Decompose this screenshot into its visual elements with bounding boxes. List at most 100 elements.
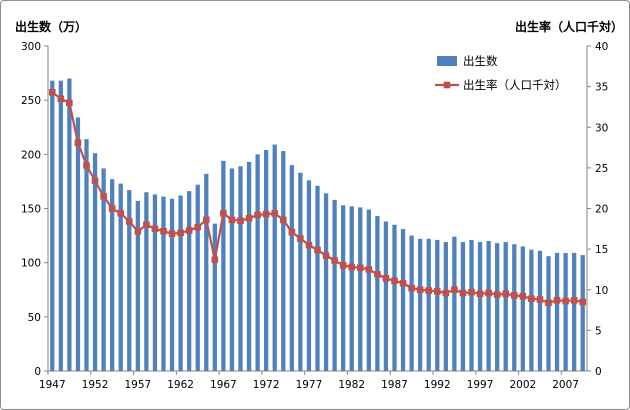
- bar: [212, 223, 217, 371]
- x-tick-label: 1952: [82, 379, 109, 391]
- rate-point: [160, 227, 167, 235]
- bar: [460, 242, 466, 371]
- rate-point: [91, 177, 99, 185]
- bar: [529, 249, 534, 371]
- rate-point: [220, 210, 227, 217]
- bar: [75, 117, 81, 371]
- rate-point: [83, 162, 90, 169]
- rate-point: [391, 277, 398, 285]
- left-tick-label: 50: [28, 312, 41, 324]
- rate-point: [168, 230, 176, 237]
- rate-point: [451, 286, 458, 294]
- right-tick-label: 30: [595, 122, 608, 134]
- rate-point: [459, 289, 467, 297]
- bar: [332, 199, 337, 371]
- x-tick-label: 1972: [253, 379, 280, 391]
- bar: [452, 236, 457, 371]
- rate-point: [374, 271, 381, 278]
- rate-point: [57, 95, 65, 103]
- rate-point: [562, 297, 569, 305]
- rate-point: [433, 288, 441, 295]
- bar: [554, 252, 560, 371]
- rate-point: [177, 229, 184, 237]
- bar: [418, 238, 423, 371]
- bar: [101, 168, 106, 371]
- rate-point: [100, 193, 107, 200]
- bar: [358, 207, 363, 371]
- x-tick-label: 1962: [167, 379, 194, 391]
- bar: [349, 206, 354, 371]
- bar: [580, 255, 585, 371]
- bar: [495, 243, 500, 371]
- rate-point: [125, 218, 133, 225]
- rate-point: [399, 279, 407, 287]
- rate-point: [536, 296, 544, 303]
- rate-point: [510, 292, 518, 299]
- rate-point: [117, 210, 125, 217]
- rate-point: [356, 264, 364, 272]
- rate-point: [528, 295, 535, 302]
- rate-point: [74, 139, 82, 146]
- bar: [281, 151, 286, 371]
- rate-point: [314, 246, 321, 254]
- bar: [341, 205, 346, 371]
- legend-label-rate: 出生率（人口千対）: [463, 78, 567, 92]
- rate-point: [519, 292, 527, 300]
- bar: [392, 224, 397, 371]
- rate-point: [262, 210, 270, 218]
- rate-point: [348, 263, 356, 271]
- bar: [503, 242, 508, 371]
- bar: [255, 154, 260, 371]
- bar: [477, 242, 483, 371]
- rate-point: [579, 298, 587, 306]
- bar: [366, 209, 371, 371]
- bar: [323, 193, 329, 371]
- rate-point: [382, 275, 390, 282]
- x-tick-label: 1982: [338, 379, 365, 391]
- right-axis-title: 出生率（人口千対）: [514, 20, 623, 34]
- bar: [520, 246, 525, 371]
- bar: [469, 239, 474, 371]
- bar: [110, 179, 115, 371]
- right-tick-label: 40: [595, 41, 608, 53]
- rate-point: [151, 225, 159, 233]
- rate-point: [271, 210, 279, 217]
- bar: [264, 150, 269, 371]
- bar: [50, 80, 55, 372]
- rate-point: [442, 289, 450, 297]
- rate-point: [134, 227, 142, 235]
- rate-point: [416, 286, 424, 294]
- left-axis-title: 出生数（万）: [15, 20, 88, 34]
- rate-point: [545, 299, 552, 307]
- bar: [298, 172, 303, 371]
- left-tick-label: 200: [21, 149, 41, 161]
- x-tick-label: 1957: [124, 379, 151, 391]
- bar: [238, 166, 243, 371]
- left-tick-label: 100: [21, 258, 41, 270]
- right-tick-label: 0: [595, 366, 602, 378]
- rate-point: [485, 289, 492, 297]
- bar: [563, 252, 568, 371]
- x-tick-label: 1967: [210, 379, 237, 391]
- x-tick-label: 1992: [424, 379, 451, 391]
- right-tick-label: 35: [595, 82, 608, 94]
- rate-point: [468, 288, 475, 296]
- rate-point: [194, 223, 202, 231]
- right-tick-label: 5: [595, 325, 602, 337]
- rate-point: [185, 227, 193, 234]
- rate-point: [339, 262, 347, 269]
- rate-point: [553, 297, 561, 304]
- rate-point: [322, 252, 330, 259]
- bar: [426, 238, 431, 371]
- rate-point: [570, 297, 578, 304]
- bar: [144, 192, 149, 371]
- bar: [409, 235, 414, 371]
- bar: [135, 200, 140, 371]
- bar: [118, 183, 123, 371]
- rate-point: [365, 266, 373, 273]
- bar: [221, 160, 226, 371]
- rate-point: [279, 216, 287, 224]
- left-tick-label: 0: [34, 366, 41, 378]
- rate-point: [228, 216, 236, 224]
- rate-point: [297, 235, 304, 242]
